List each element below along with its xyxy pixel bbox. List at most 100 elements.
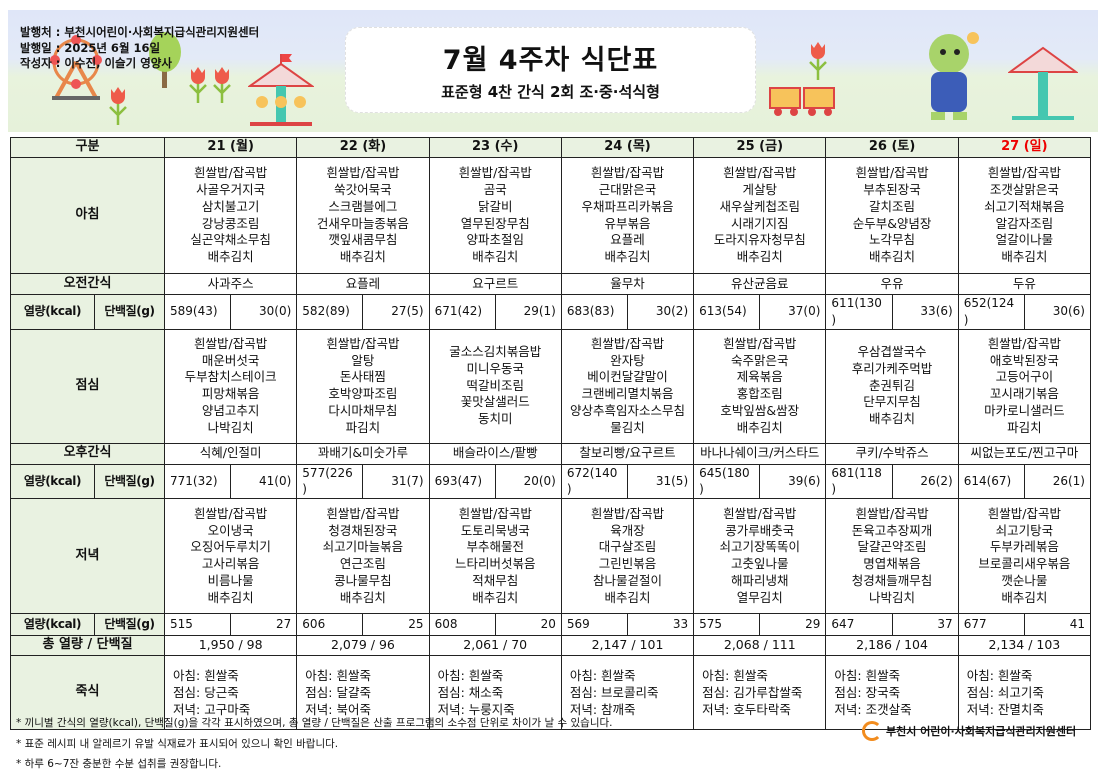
- row-label: 열량(kcal): [10, 463, 95, 500]
- kcal-value: 575: [693, 613, 761, 637]
- menu-item: 흰쌀밥/잡곡밥: [194, 505, 268, 521]
- menu-item: 완자탕: [610, 352, 645, 368]
- footnote: * 끼니별 간식의 열량(kcal), 단백질(g)을 각각 표시하였으며, 총…: [16, 717, 613, 729]
- protein-value: 26(1): [1023, 463, 1091, 500]
- menu-item: 열무김치: [736, 589, 783, 605]
- menu-item: 적채무침: [472, 572, 519, 588]
- menu-item: 흰쌀밥/잡곡밥: [987, 165, 1061, 181]
- snack-cell: 바나나쉐이크/커스타드: [693, 442, 827, 465]
- menu-item: 우채파프리카볶음: [581, 198, 674, 214]
- porridge-cell: 아침: 흰쌀죽 점심: 달걀죽 저녁: 북어죽: [296, 655, 430, 731]
- ferris-wheel-icon: [50, 35, 102, 100]
- total-row: 총 열량 / 단백질 1,950 / 98 2,079 / 96 2,061 / 70…: [9, 635, 1091, 657]
- menu-item: 연근조림: [339, 556, 386, 572]
- menu-item: 흰쌀밥/잡곡밥: [723, 165, 797, 181]
- menu-item: 참나물겉절이: [592, 572, 662, 588]
- menu-item: 양파초절임: [466, 232, 524, 248]
- lunch-cell: 우삼겹쌀국수 후리가케주먹밥 춘권튀김 단무지무침 배추김치: [825, 328, 959, 444]
- snack-cell: 유산균음료: [693, 273, 827, 295]
- porridge-item: 저녁: 고구마죽: [173, 702, 251, 718]
- snack-cell: 찰보리빵/요구르트: [560, 442, 695, 465]
- day-header: 23 (수): [428, 137, 562, 158]
- menu-item: 깻잎새콤무침: [328, 232, 398, 248]
- snack-cell: 율무차: [560, 273, 695, 295]
- menu-item: 단무지무침: [863, 394, 921, 410]
- menu-item: 청경채들깨무침: [851, 572, 933, 588]
- menu-item: 강낭콩조림: [201, 215, 260, 231]
- menu-item: 알감자조림: [995, 215, 1054, 231]
- porridge-item: 저녁: 북어죽: [305, 702, 371, 718]
- porridge-item: 아침: 흰쌀죽: [966, 668, 1033, 684]
- menu-item: 매운버섯국: [201, 352, 260, 368]
- porridge-cell: 아침: 흰쌀죽 점심: 브로콜리죽 저녁: 참깨죽: [560, 655, 695, 731]
- page-title: 7월 4주차 식단표: [442, 45, 659, 76]
- lunch-cell: 흰쌀밥/잡곡밥 매운버섯국 두부참치스테이크 피망채볶음 양념고추지 나박김치: [164, 328, 298, 444]
- total-value: 2,068 / 111: [693, 635, 827, 657]
- porridge-item: 점심: 당근죽: [173, 685, 239, 701]
- menu-item: 배추김치: [1001, 249, 1048, 265]
- menu-item: 홍합조림: [736, 386, 783, 402]
- menu-item: 배추김치: [869, 249, 916, 265]
- day-header: 25 (금): [693, 137, 827, 158]
- menu-item: 배추김치: [207, 249, 254, 265]
- day-header: 21 (월): [164, 137, 298, 158]
- protein-value: 33(6): [891, 294, 959, 330]
- menu-item: 배추김치: [207, 589, 254, 605]
- menu-item: 배추김치: [869, 411, 916, 427]
- menu-item: 달걀곤약조림: [857, 539, 927, 555]
- kcal-value: 672(140): [560, 463, 629, 500]
- menu-item: 스크램블에그: [328, 198, 398, 214]
- menu-item: 파김치: [1007, 419, 1042, 435]
- porridge-cell: 아침: 흰쌀죽 점심: 채소죽 저녁: 누룽지죽: [428, 655, 562, 731]
- menu-item: 흰쌀밥/잡곡밥: [723, 335, 797, 351]
- tulip-icon: [109, 87, 127, 125]
- kcal-value: 681(118): [825, 463, 893, 500]
- tree-icon: [149, 32, 181, 88]
- kcal-value: 647: [825, 613, 893, 637]
- footnotes: * 끼니별 간식의 열량(kcal), 단백질(g)을 각각 표시하였으며, 총…: [16, 713, 612, 775]
- menu-item: 배추김치: [604, 589, 651, 605]
- kcal-value: 614(67): [957, 463, 1025, 500]
- menu-item: 실곤약채소무침: [190, 232, 271, 248]
- row-label: 단백질(g): [93, 294, 166, 330]
- menu-item: 곰국: [483, 181, 507, 197]
- kcal-value: 671(42): [428, 294, 496, 330]
- row-label: 구분: [9, 137, 166, 158]
- page-subtitle: 표준형 4찬 간식 2회 조·중·석식형: [441, 83, 660, 101]
- menu-item: 흰쌀밥/잡곡밥: [326, 505, 400, 521]
- total-value: 2,134 / 103: [957, 635, 1091, 657]
- menu-item: 조갯살맑은국: [989, 181, 1059, 197]
- menu-item: 배추김치: [1001, 589, 1048, 605]
- pm_snack-row: 오후간식 식혜/인절미 꽈배기&미숫가루 배슬라이스/팥빵 찰보리빵/요구르트 바나나쉐이…: [9, 442, 1091, 465]
- menu-item: 마카로니샐러드: [984, 402, 1065, 418]
- row-label: 오전간식: [9, 273, 166, 295]
- lunch-cell: 굴소스김치볶음밥 미니우동국 떡갈비조림 꽃맛살샐러드 동치미: [428, 328, 562, 444]
- protein-value: 30(6): [1023, 294, 1091, 330]
- porridge-item: 저녁: 호두타락죽: [702, 702, 791, 718]
- porridge-cell: 아침: 흰쌀죽 점심: 김가루찹쌀죽 저녁: 호두타락죽: [693, 655, 827, 731]
- lunch-row: 점심 흰쌀밥/잡곡밥 매운버섯국 두부참치스테이크 피망채볶음 양념고추지 나박김치 흰쌀밥/…: [9, 328, 1091, 444]
- protein-value: 41(0): [230, 463, 298, 500]
- menu-item: 호박양파조림: [328, 386, 398, 402]
- menu-item: 우삼겹쌀국수: [857, 344, 927, 360]
- snack-cell: 우유: [825, 273, 959, 295]
- menu-item: 흰쌀밥/잡곡밥: [590, 335, 665, 351]
- nutrition-row: 열량(kcal) 단백질(g) 589(43) 30(0) 582(89) 27(5) 67…: [10, 294, 1091, 330]
- menu-item: 양상추흑임자소스무침: [569, 402, 685, 418]
- dinner-row: 저녁 흰쌀밥/잡곡밥 오이냉국 오징어두루치기 고사리볶음 비름나물 배추김치 흰쌀밥/잡곡밥…: [9, 498, 1091, 615]
- menu-item: 떡갈비조림: [466, 377, 524, 393]
- menu-item: 흰쌀밥/잡곡밥: [194, 165, 268, 181]
- menu-item: 두부참치스테이크: [184, 369, 277, 385]
- porridge-item: 저녁: 조갯살죽: [834, 702, 912, 718]
- menu-item: 대구살조림: [598, 539, 657, 555]
- logo-text: 부천시 어린이·사회복지급식관리지원센터: [886, 725, 1077, 738]
- breakfast-cell: 흰쌀밥/잡곡밥 조갯살맑은국 쇠고기적채볶음 알감자조림 얼갈이나물 배추김치: [957, 157, 1091, 274]
- breakfast-cell: 흰쌀밥/잡곡밥 게살탕 새우살케첩조림 시래기지짐 도라지유자청무침 배추김치: [693, 157, 827, 274]
- menu-item: 콩나물무침: [334, 572, 392, 588]
- menu-item: 사골우거지국: [196, 181, 266, 197]
- turtle-mascot-icon: [929, 32, 979, 120]
- dinner-cell: 흰쌀밥/잡곡밥 청경채된장국 쇠고기마늘볶음 연근조림 콩나물무침 배추김치: [296, 498, 430, 615]
- porridge-item: 점심: 브로콜리죽: [569, 685, 659, 701]
- menu-item: 다시마채무침: [328, 402, 398, 418]
- menu-item: 배추김치: [604, 249, 651, 265]
